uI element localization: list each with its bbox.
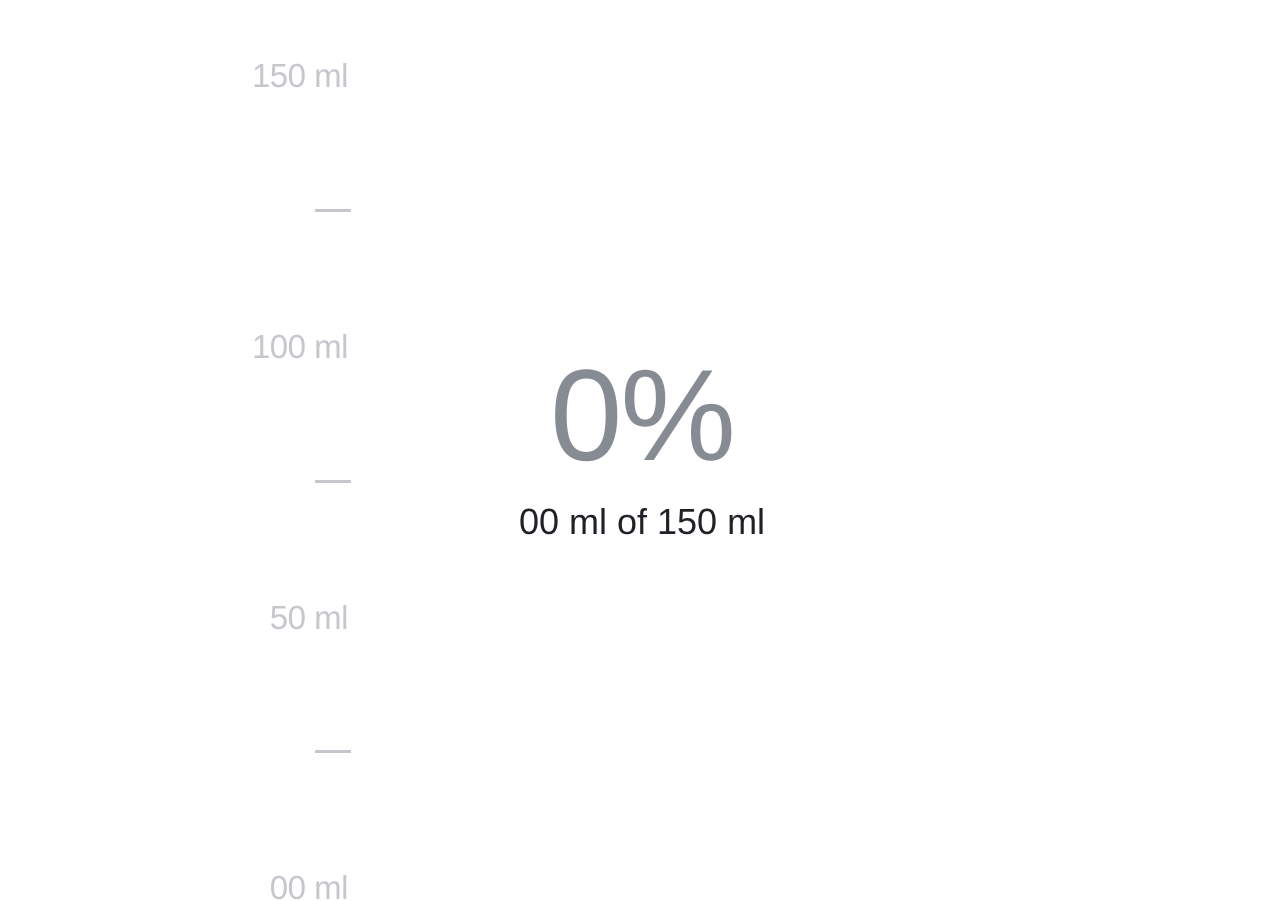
volume-scale: 150 ml 100 ml 50 ml 00 ml [0,0,360,901]
scale-label-50: 50 ml [269,599,349,636]
scale-tick-75 [315,480,351,483]
fill-percentage: 0% [550,342,736,488]
fill-amount-text: 00 ml of 150 ml [518,501,766,542]
scale-label-150: 150 ml [251,57,349,94]
scale-label-100: 100 ml [251,328,349,365]
scale-tick-125 [315,209,351,212]
scale-tick-25 [315,750,351,753]
scale-label-0: 00 ml [269,869,349,901]
